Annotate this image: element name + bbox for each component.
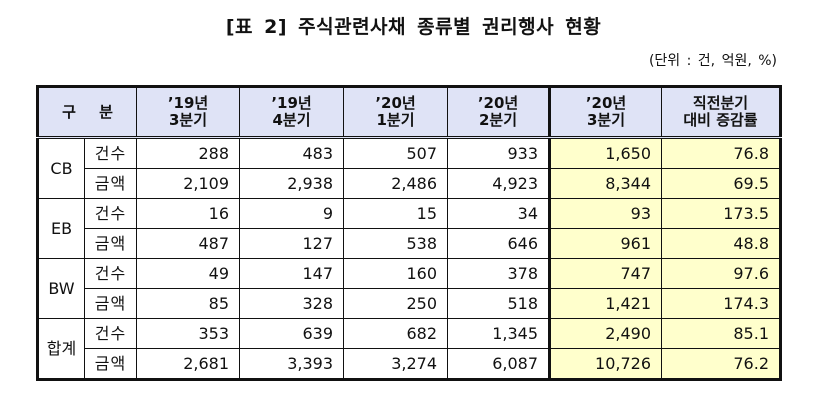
cell: 2,109 — [136, 168, 240, 199]
cell: 353 — [136, 318, 240, 349]
cell: 34 — [447, 198, 550, 229]
cell: 9 — [239, 198, 344, 229]
cell-highlight: 747 — [548, 258, 662, 289]
cell: 483 — [239, 137, 344, 169]
cell: 6,087 — [447, 348, 550, 380]
cell: 3,393 — [239, 348, 344, 380]
header-col-19q3: ’19년 3분기 — [136, 86, 240, 139]
cell: 160 — [343, 258, 448, 289]
cell-highlight: 10,726 — [548, 348, 662, 381]
cell-highlight: 1,421 — [548, 288, 662, 319]
table-row: EB 건수 16 9 15 34 93 173.5 — [37, 198, 782, 259]
header-col-20q1: ’20년 1분기 — [343, 86, 448, 139]
cell: 507 — [343, 137, 448, 169]
cell-highlight: 76.8 — [661, 137, 782, 169]
header-line1: ’20년 — [477, 94, 519, 112]
cell-highlight: 76.2 — [661, 348, 782, 381]
table-title: [표 2] 주식관련사채 종류별 권리행사 현황 — [225, 16, 602, 38]
cell-highlight: 961 — [548, 228, 662, 259]
header-line1: 직전분기 — [692, 94, 749, 112]
cell: 1,345 — [447, 318, 550, 349]
kind-amount: 금액 — [84, 228, 137, 259]
cell: 2,938 — [239, 168, 344, 199]
cell: 933 — [447, 137, 550, 169]
cell-highlight: 85.1 — [661, 318, 782, 349]
unit-label: (단위 : 건, 억원, %) — [648, 53, 777, 69]
cell: 288 — [136, 137, 240, 169]
table-row: 금액 487 127 538 646 961 48.8 — [38, 228, 782, 259]
header-line2: 1분기 — [376, 111, 415, 129]
cell: 518 — [447, 288, 550, 319]
header-line2: 3분기 — [586, 111, 626, 129]
cell: 4,923 — [447, 168, 550, 199]
header-line1: ’20년 — [585, 94, 627, 112]
header-line1: ’19년 — [271, 94, 312, 112]
cell-highlight: 8,344 — [548, 168, 662, 199]
cell-highlight: 174.3 — [661, 288, 782, 319]
kind-amount: 금액 — [84, 288, 137, 319]
kind-count: 건수 — [84, 137, 137, 169]
cell: 16 — [136, 198, 240, 229]
cell-highlight: 173.5 — [661, 198, 782, 229]
cell: 2,486 — [343, 168, 448, 199]
cell: 646 — [447, 228, 550, 259]
cell: 538 — [343, 228, 448, 259]
header-col-qoq-change: 직전분기 대비 증감률 — [661, 85, 782, 139]
cell: 328 — [239, 288, 344, 319]
cell-highlight: 48.8 — [661, 228, 782, 259]
kind-count: 건수 — [84, 318, 137, 349]
cell: 378 — [447, 258, 550, 289]
group-bw: BW — [37, 258, 85, 319]
cell: 85 — [136, 288, 240, 319]
cell: 487 — [136, 228, 240, 259]
kind-count: 건수 — [84, 258, 137, 289]
table-row: 금액 2,681 3,393 3,274 6,087 10,726 76.2 — [38, 348, 782, 381]
cell: 3,274 — [343, 348, 448, 380]
cell: 250 — [343, 288, 448, 319]
header-col-20q2: ’20년 2분기 — [447, 86, 550, 139]
header-line1: ’19년 — [167, 94, 209, 112]
header-line2: 2분기 — [478, 111, 518, 129]
cell: 127 — [239, 228, 344, 259]
header-line2: 4분기 — [272, 111, 311, 129]
table-row: 합계 건수 353 639 682 1,345 2,490 85.1 — [37, 318, 782, 380]
group-eb: EB — [37, 198, 85, 259]
table-row: CB 건수 288 483 507 933 1,650 76.8 — [37, 137, 782, 199]
cell-highlight: 2,490 — [548, 318, 662, 349]
table-row: 금액 85 328 250 518 1,421 174.3 — [38, 288, 782, 319]
table-row: BW 건수 49 147 160 378 747 97.6 — [37, 258, 782, 319]
rights-exercise-table: 구 분 ’19년 3분기 ’19년 4분기 ’20년 1분기 ’20년 2분기 … — [36, 85, 782, 381]
header-col-20q3: ’20년 3분기 — [548, 85, 662, 139]
group-total: 합계 — [37, 318, 85, 380]
cell-highlight: 97.6 — [661, 258, 782, 289]
cell: 49 — [136, 258, 240, 289]
header-row: 구 분 ’19년 3분기 ’19년 4분기 ’20년 1분기 ’20년 2분기 … — [37, 85, 782, 139]
cell: 147 — [239, 258, 344, 289]
kind-amount: 금액 — [84, 168, 137, 199]
cell: 15 — [343, 198, 448, 229]
header-col-19q4: ’19년 4분기 — [239, 86, 344, 139]
header-line2: 3분기 — [168, 111, 208, 129]
header-category: 구 분 — [37, 86, 137, 139]
cell: 2,681 — [136, 348, 240, 380]
cell: 639 — [239, 318, 344, 349]
cell-highlight: 69.5 — [661, 168, 782, 199]
kind-count: 건수 — [84, 198, 137, 229]
cell: 682 — [343, 318, 448, 349]
kind-amount: 금액 — [84, 348, 137, 380]
cell-highlight: 93 — [548, 198, 662, 229]
header-category-label: 구 분 — [62, 102, 113, 121]
header-line2: 대비 증감률 — [683, 111, 758, 129]
header-line1: ’20년 — [375, 94, 416, 112]
group-cb: CB — [37, 137, 85, 199]
cell-highlight: 1,650 — [548, 137, 662, 169]
table-row: 금액 2,109 2,938 2,486 4,923 8,344 69.5 — [38, 168, 782, 199]
